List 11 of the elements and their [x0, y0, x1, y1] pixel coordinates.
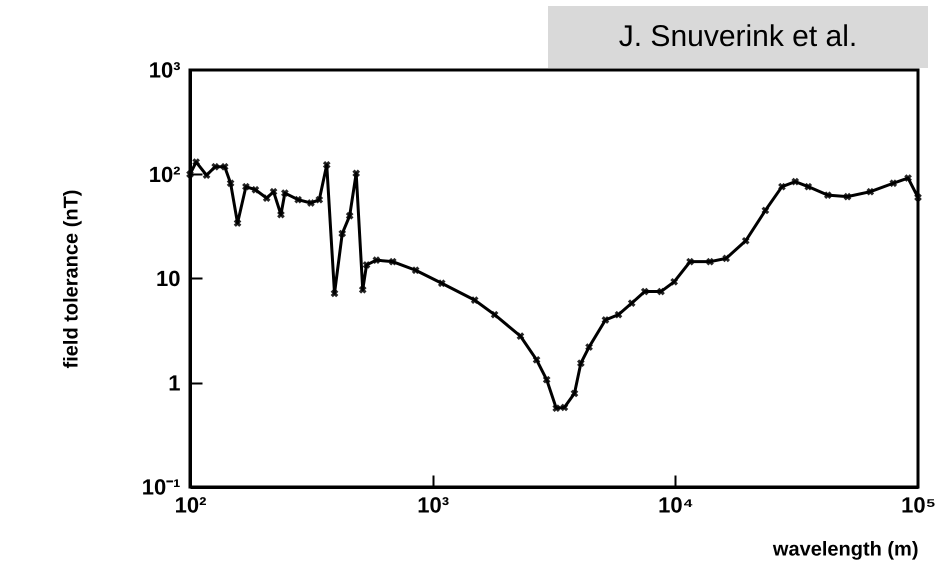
y-tick-label: 10³	[148, 58, 180, 82]
y-tick-label: 1	[168, 370, 180, 396]
x-tick-label: 10²	[174, 492, 206, 518]
x-tick-label: 10⁵	[901, 492, 936, 518]
y-tick-label: 10	[156, 266, 180, 291]
x-axis-title: wavelength (m)	[772, 538, 918, 560]
x-tick-label: 10³	[417, 492, 450, 518]
y-axis-title: field tolerance (nT)	[60, 190, 83, 368]
text: J. Snuverink et al.	[548, 6, 928, 68]
y-tick-label: 10²	[148, 162, 180, 187]
x-tick-label: 10⁴	[658, 492, 694, 518]
